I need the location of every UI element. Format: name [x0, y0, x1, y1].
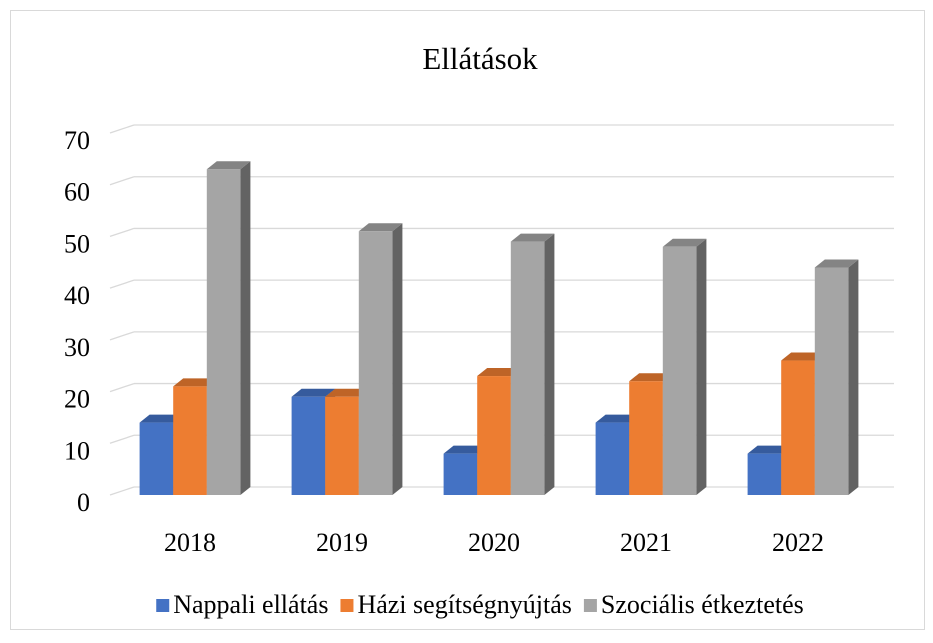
x-tick-label: 2019 — [316, 528, 368, 557]
y-tick-label: 30 — [64, 333, 90, 362]
x-tick-label: 2018 — [164, 528, 216, 557]
grid-line-side — [109, 382, 135, 393]
grid-line-side — [109, 434, 135, 444]
legend-label: Házi segítségnyújtás — [357, 590, 571, 619]
bar-top — [781, 352, 825, 361]
legend-swatch — [340, 599, 354, 612]
y-tick-label: 60 — [64, 178, 90, 207]
bar — [747, 453, 782, 495]
bar — [139, 422, 174, 495]
x-tick-label: 2020 — [468, 528, 520, 557]
bar-top — [477, 368, 521, 377]
bar — [477, 376, 511, 495]
bar-top — [139, 414, 184, 423]
grid-line-side — [109, 279, 135, 289]
legend-label: Nappali ellátás — [173, 590, 328, 619]
y-tick-label: 70 — [64, 126, 90, 155]
legend-swatch — [156, 599, 170, 612]
bar — [595, 422, 630, 495]
bar-top — [510, 233, 555, 242]
bar-top — [629, 373, 673, 382]
bar-side — [544, 233, 555, 495]
bar-top — [325, 388, 369, 397]
bar-side — [392, 223, 403, 495]
y-tick-label: 0 — [77, 488, 90, 517]
x-tick-label: 2022 — [772, 528, 824, 557]
chart-frame — [10, 10, 925, 630]
bar-side — [240, 161, 251, 495]
bar-top — [814, 259, 859, 268]
y-tick-label: 10 — [64, 436, 90, 465]
bar — [443, 453, 478, 495]
bar — [510, 241, 545, 495]
legend-label: Szociális étkeztetés — [601, 590, 804, 619]
bar-top — [662, 238, 707, 247]
bar-top — [291, 388, 336, 397]
chart-title: Ellátások — [422, 41, 538, 76]
bar — [358, 231, 393, 495]
bar — [662, 246, 697, 495]
bar-top — [595, 414, 640, 423]
bar-top — [173, 378, 217, 387]
y-tick-label: 50 — [64, 229, 90, 258]
grid-line-side — [109, 176, 135, 186]
grid-line-side — [109, 227, 135, 238]
bar — [781, 360, 815, 495]
bar — [325, 396, 359, 495]
grid-line-side — [109, 124, 135, 134]
bar-top — [206, 161, 251, 170]
bar — [173, 386, 207, 495]
x-tick-label: 2021 — [620, 528, 672, 557]
y-tick-label: 20 — [64, 385, 90, 414]
bar-top — [358, 223, 403, 232]
grid-line-side — [109, 331, 135, 341]
legend-swatch — [583, 599, 597, 612]
bar-top — [443, 445, 488, 454]
bar — [629, 381, 663, 495]
grid-line-side — [109, 486, 135, 496]
bar — [291, 396, 326, 495]
bar-top — [747, 445, 792, 454]
bar — [206, 169, 241, 495]
bar — [814, 267, 849, 495]
y-tick-label: 40 — [64, 281, 90, 310]
bar-side — [848, 259, 859, 495]
bar-side — [696, 238, 707, 495]
